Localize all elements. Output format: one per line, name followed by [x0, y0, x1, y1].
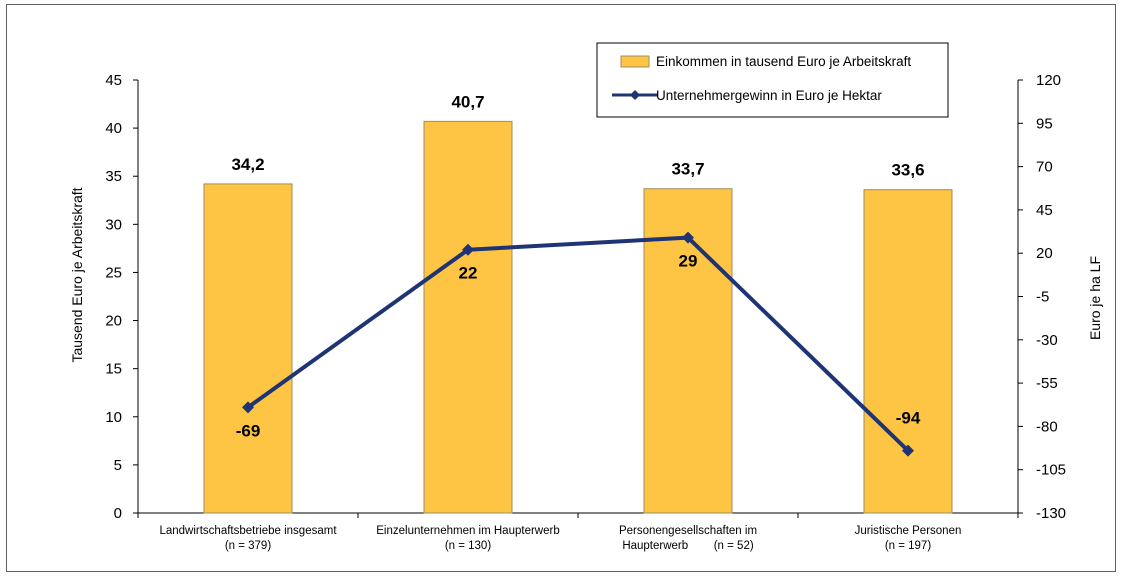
y-tick-label: 40 — [105, 120, 122, 137]
income-bar — [423, 120, 513, 514]
income-bar-label: 33,7 — [671, 160, 704, 179]
profit-point-label: 22 — [459, 264, 478, 283]
legend-line-label: Unternehmergewinn in Euro je Hektar — [656, 88, 882, 103]
y2-tick-label: 95 — [1036, 115, 1053, 132]
y2-tick-label: 70 — [1036, 159, 1053, 176]
y-tick-label: 0 — [114, 505, 122, 522]
y-tick-label: 20 — [105, 313, 122, 330]
x-category-label: (n = 379) — [225, 540, 272, 552]
profit-point-label: -94 — [896, 409, 921, 428]
y2-tick-label: -105 — [1036, 462, 1066, 479]
y2-tick-label: -80 — [1036, 418, 1058, 435]
income-bar-label: 33,6 — [891, 161, 924, 180]
income-bar-label: 34,2 — [231, 155, 264, 174]
profit-line — [242, 231, 914, 457]
income-bar-label: 40,7 — [451, 92, 484, 111]
y-tick-label: 25 — [105, 264, 122, 281]
y2-axis-title: Euro je ha LF — [1087, 256, 1103, 340]
axes: 0 5 10 15 20 25 30 35 40 45 -130 -105 -80 -55 -30 -5 20 4… — [105, 72, 1066, 552]
y2-tick-label: -55 — [1036, 375, 1058, 392]
income-bar — [863, 189, 953, 514]
y-tick-label: 5 — [114, 457, 122, 474]
x-category-label: Personengesellschaften im — [619, 525, 757, 537]
y2-tick-label: 120 — [1036, 72, 1061, 89]
x-category-label: (n = 197) — [885, 540, 932, 552]
legend: Einkommen in tausend Euro je Arbeitskraf… — [596, 42, 949, 118]
x-category-label: Einzelunternehmen im Haupterwerb — [376, 525, 559, 537]
x-category-label: Landwirtschaftsbetriebe insgesamt — [159, 525, 337, 537]
legend-bar-swatch — [620, 55, 650, 68]
y2-tick-label: -130 — [1036, 505, 1066, 522]
y-tick-label: 10 — [105, 409, 122, 426]
income-bar — [203, 183, 293, 514]
profit-point — [462, 243, 474, 256]
y-tick-label: 45 — [105, 72, 122, 89]
y2-tick-label: -5 — [1036, 289, 1049, 306]
profit-point-label: -69 — [236, 421, 261, 440]
data-labels: 34,2 40,7 33,7 33,6 -69 22 29 -94 — [231, 92, 924, 440]
x-category-label: (n = 130) — [445, 540, 492, 552]
profit-point-label: 29 — [679, 252, 698, 271]
legend-box — [596, 42, 949, 118]
x-category-label: Juristische Personen — [855, 525, 962, 537]
profit-point — [902, 444, 914, 457]
y2-tick-label: 45 — [1036, 202, 1053, 219]
y-axis-title: Tausend Euro je Arbeitskraft — [69, 187, 85, 362]
y-tick-label: 30 — [105, 216, 122, 233]
y2-tick-label: 20 — [1036, 245, 1053, 262]
y-tick-label: 15 — [105, 361, 122, 378]
bars — [203, 120, 953, 514]
profit-point — [242, 401, 254, 414]
legend-bar-label: Einkommen in tausend Euro je Arbeitskraf… — [656, 54, 911, 69]
x-category-label: Haupterwerb (n = 52) — [622, 540, 754, 552]
profit-line-path — [246, 235, 910, 453]
profit-point — [682, 231, 694, 244]
y-tick-label: 35 — [105, 168, 122, 185]
legend-line-marker — [630, 90, 640, 100]
y2-tick-label: -30 — [1036, 332, 1058, 349]
